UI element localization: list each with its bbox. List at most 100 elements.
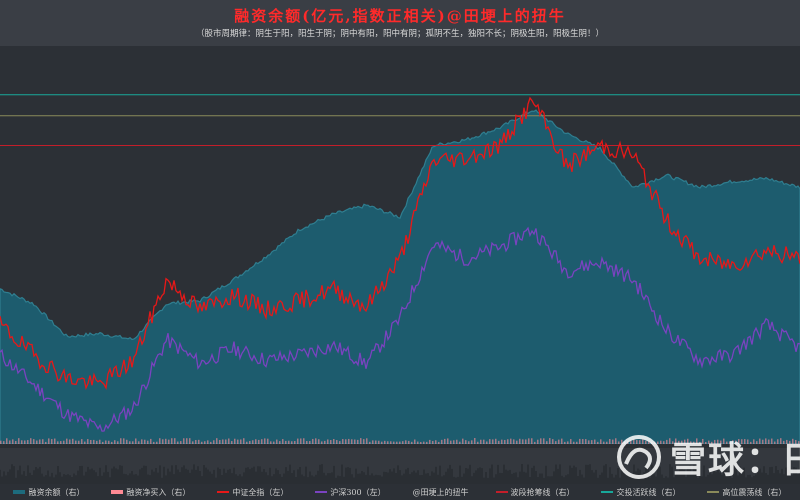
legend-swatch xyxy=(315,491,328,493)
net-buy-bar xyxy=(756,441,758,444)
net-buy-bar xyxy=(255,439,257,444)
net-buy-bar xyxy=(600,439,602,444)
legend-label: 融资余额（右） xyxy=(28,487,85,497)
net-buy-bar xyxy=(603,441,605,444)
legend-item: 沪深300（左） xyxy=(315,487,386,498)
net-buy-bar xyxy=(132,441,134,444)
net-buy-bar xyxy=(429,439,431,444)
series-line-csi-all xyxy=(0,96,800,390)
net-buy-bar xyxy=(147,440,149,444)
net-buy-bar xyxy=(42,439,44,444)
net-buy-bar xyxy=(687,438,689,444)
net-buy-bar xyxy=(231,441,233,444)
net-buy-bar xyxy=(144,439,146,444)
net-buy-bar xyxy=(354,439,356,444)
net-buy-bar xyxy=(156,441,158,444)
legend-item: 中证全指（左） xyxy=(217,487,288,498)
net-buy-bar xyxy=(696,438,698,444)
watermark: 雪球：田 xyxy=(616,432,800,482)
net-buy-bar xyxy=(741,439,743,444)
net-buy-bar xyxy=(423,441,425,444)
net-buy-bar xyxy=(507,439,509,444)
net-buy-bar xyxy=(609,439,611,444)
net-buy-bar xyxy=(375,440,377,444)
net-buy-bar xyxy=(486,441,488,444)
net-buy-bar xyxy=(63,440,65,444)
legend-swatch xyxy=(707,491,720,493)
net-buy-bar xyxy=(36,440,38,444)
net-buy-bar xyxy=(522,439,524,444)
net-buy-bar xyxy=(528,438,530,444)
net-buy-bar xyxy=(216,438,218,444)
watermark-text: 雪球：田 xyxy=(670,440,800,481)
net-buy-bar xyxy=(117,441,119,444)
net-buy-bar xyxy=(159,438,161,444)
net-buy-bar xyxy=(480,439,482,444)
net-buy-bar xyxy=(612,439,614,444)
net-buy-bar xyxy=(3,441,5,444)
net-buy-bar xyxy=(204,441,206,444)
net-buy-bar xyxy=(252,440,254,444)
net-buy-bar xyxy=(363,439,365,444)
net-buy-bar xyxy=(393,441,395,444)
net-buy-bar xyxy=(123,438,125,444)
legend-swatch xyxy=(13,490,26,494)
net-buy-bar xyxy=(324,440,326,444)
net-buy-bar xyxy=(585,439,587,444)
net-buy-bar xyxy=(237,439,239,444)
net-buy-bar xyxy=(321,441,323,444)
net-buy-bar xyxy=(387,441,389,444)
net-buy-bar xyxy=(297,438,299,444)
snowball-logo-icon xyxy=(617,435,661,479)
chart-header: 融资余额(亿元,指数正相关)@田埂上的扭牛 （股市周期律：阴生于阳，阳生于阴；阴… xyxy=(0,0,800,46)
net-buy-bar xyxy=(492,439,494,444)
net-buy-bar xyxy=(288,440,290,444)
net-buy-bar xyxy=(519,438,521,444)
net-buy-bar xyxy=(303,438,305,444)
net-buy-bar xyxy=(453,440,455,444)
net-buy-bar xyxy=(666,439,668,444)
net-buy-bar xyxy=(750,441,752,444)
net-buy-bar xyxy=(483,439,485,444)
net-buy-bar xyxy=(708,440,710,444)
net-buy-bar xyxy=(60,441,62,444)
net-buy-bar xyxy=(717,439,719,444)
net-buy-bar xyxy=(561,438,563,444)
net-buy-bar xyxy=(576,441,578,444)
net-buy-bar xyxy=(276,439,278,444)
net-buy-bar xyxy=(150,438,152,444)
net-buy-bar xyxy=(771,438,773,444)
net-buy-bar xyxy=(213,440,215,444)
net-buy-bar xyxy=(780,438,782,444)
net-buy-bar xyxy=(327,439,329,444)
net-buy-bar xyxy=(369,441,371,444)
net-buy-bar xyxy=(330,440,332,444)
series-line-hs300 xyxy=(0,226,800,432)
net-buy-bar xyxy=(120,438,122,444)
net-buy-bar xyxy=(549,438,551,444)
net-buy-bar xyxy=(768,439,770,444)
net-buy-bar xyxy=(381,441,383,444)
net-buy-bar xyxy=(633,438,635,444)
net-buy-bar xyxy=(597,441,599,444)
net-buy-bar xyxy=(84,441,86,444)
net-buy-bar xyxy=(162,439,164,444)
net-buy-bar xyxy=(465,440,467,444)
net-buy-bar xyxy=(468,441,470,444)
net-buy-bar xyxy=(684,439,686,444)
net-buy-bar xyxy=(411,441,413,444)
net-buy-bar xyxy=(183,438,185,444)
net-buy-bar xyxy=(498,440,500,444)
net-buy-bar xyxy=(210,441,212,444)
net-buy-bar xyxy=(66,438,68,444)
net-buy-bar xyxy=(348,438,350,444)
net-buy-bar xyxy=(45,441,47,444)
net-buy-bar xyxy=(690,441,692,444)
net-buy-bar xyxy=(240,439,242,444)
legend-label: 交投活跃线（右） xyxy=(616,487,681,497)
net-buy-bar xyxy=(438,441,440,444)
net-buy-bar xyxy=(345,439,347,444)
net-buy-bar xyxy=(657,441,659,444)
net-buy-bar xyxy=(786,439,788,444)
net-buy-bar xyxy=(435,440,437,444)
